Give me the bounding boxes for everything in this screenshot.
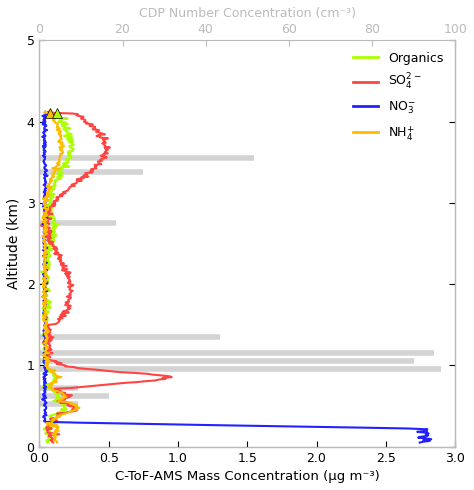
Legend: Organics, SO$_4^{2-}$, NO$_3^{-}$, NH$_4^{+}$: Organics, SO$_4^{2-}$, NO$_3^{-}$, NH$_4… xyxy=(348,47,449,147)
X-axis label: CDP Number Concentration (cm⁻³): CDP Number Concentration (cm⁻³) xyxy=(139,7,356,20)
Y-axis label: Altitude (km): Altitude (km) xyxy=(7,198,21,289)
X-axis label: C-ToF-AMS Mass Concentration (μg m⁻³): C-ToF-AMS Mass Concentration (μg m⁻³) xyxy=(115,470,380,483)
